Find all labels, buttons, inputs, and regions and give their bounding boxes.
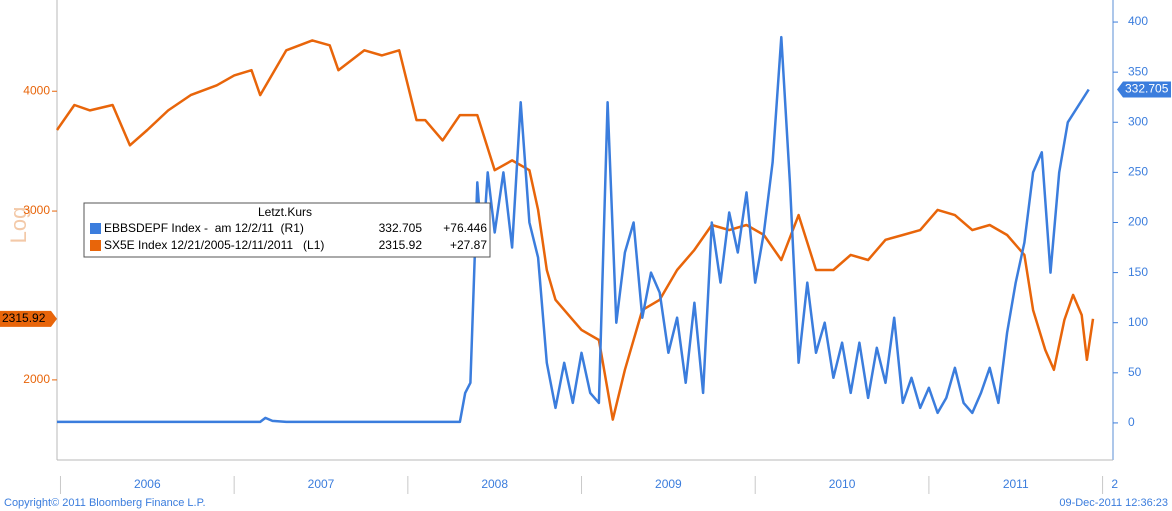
legend-swatch — [90, 240, 101, 251]
y-tick-label: 3000 — [23, 203, 50, 217]
last-value-tag — [0, 310, 57, 327]
legend-title: Letzt.Kurs — [258, 205, 312, 219]
y2-tick-label: 50 — [1128, 365, 1142, 379]
legend: Letzt.Kurs SX5E Index 12/21/2005-12/11/2… — [83, 202, 491, 258]
last-value-tag — [1117, 81, 1171, 98]
series-line — [57, 35, 1090, 424]
legend-last: 332.705 — [379, 221, 423, 235]
x-tick-label: 2009 — [655, 477, 682, 491]
legend-box — [83, 202, 491, 258]
y2-tick-label: 350 — [1128, 64, 1148, 78]
copyright: Copyright© 2011 Bloomberg Finance L.P. — [4, 497, 206, 509]
legend-change: +27.87 — [450, 238, 487, 252]
y2-tick-label: 0 — [1128, 415, 1135, 429]
last-value-label: 332.705 — [1125, 82, 1169, 96]
legend-change: +76.446 — [443, 221, 487, 235]
y-tick-label: 4000 — [23, 83, 50, 97]
last-value-label: 2315.92 — [2, 311, 46, 325]
x-tick-label: 2008 — [481, 477, 508, 491]
legend-last: 2315.92 — [379, 238, 423, 252]
y-axis-label: Log — [6, 207, 31, 244]
y2-tick-label: 100 — [1128, 315, 1148, 329]
y-tick-label: 2000 — [23, 372, 50, 386]
y2-tick-label: 300 — [1128, 114, 1148, 128]
x-tick-label: 2 — [1111, 477, 1118, 491]
plot-area — [55, 35, 1095, 424]
y2-tick-label: 200 — [1128, 215, 1148, 229]
y2-tick-label: 250 — [1128, 165, 1148, 179]
y2-tick-label: 150 — [1128, 265, 1148, 279]
y2-tick-label: 400 — [1128, 14, 1148, 28]
legend-label: EBBSDEPF Index - am 12/2/11 (R1) — [104, 221, 304, 235]
x-tick-label: 2007 — [308, 477, 335, 491]
legend-swatch — [90, 223, 101, 234]
series-line — [55, 39, 1095, 421]
timestamp: 09-Dec-2011 12:36:23 — [1059, 497, 1168, 509]
x-tick-label: 2010 — [829, 477, 856, 491]
legend-label: SX5E Index 12/21/2005-12/11/2011 (L1) — [104, 238, 324, 252]
x-tick-label: 2006 — [134, 477, 161, 491]
x-tick-label: 2011 — [1003, 477, 1029, 491]
